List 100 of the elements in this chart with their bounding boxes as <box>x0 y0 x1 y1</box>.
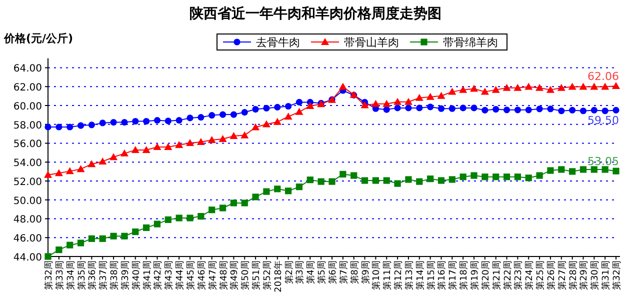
data-label: 53.05 <box>588 155 619 168</box>
point <box>547 167 554 174</box>
point <box>198 114 204 121</box>
point <box>482 174 488 180</box>
x-tick-label: 第4周 <box>306 260 317 284</box>
point <box>514 84 522 91</box>
x-tick-label: 第33周 <box>54 260 66 290</box>
point <box>448 176 456 183</box>
point <box>44 170 52 178</box>
point <box>394 98 402 105</box>
point <box>415 94 424 101</box>
point <box>405 104 412 112</box>
x-tick-label: 第12周 <box>393 260 404 290</box>
point <box>196 138 205 146</box>
point <box>230 200 237 206</box>
y-tick-label: 62.00 <box>13 82 42 94</box>
x-tick-label: 第35周 <box>76 260 88 290</box>
point <box>590 106 598 114</box>
point <box>110 232 117 240</box>
point <box>492 86 500 93</box>
point <box>306 176 314 184</box>
point <box>328 178 336 185</box>
y-tick-label: 58.00 <box>13 120 42 132</box>
point <box>66 124 74 130</box>
point <box>120 149 128 156</box>
x-tick-label: 第10周 <box>371 260 382 290</box>
point <box>580 166 587 173</box>
point <box>612 106 620 114</box>
point <box>230 111 237 118</box>
x-tick-label: 第40周 <box>130 260 142 290</box>
point <box>557 84 566 91</box>
point <box>546 86 554 93</box>
point <box>56 246 62 254</box>
x-tick-label: 第32周 <box>44 260 54 290</box>
point <box>525 174 532 182</box>
point <box>176 214 182 222</box>
x-tick-label: 第31周 <box>600 260 612 290</box>
point <box>438 105 445 112</box>
point <box>612 168 620 174</box>
point <box>121 118 128 126</box>
point <box>536 84 544 91</box>
point <box>480 88 489 95</box>
x-tick-label: 第6周 <box>328 260 338 284</box>
point <box>525 106 532 114</box>
y-tick-label: 54.00 <box>13 158 42 170</box>
point <box>470 104 478 112</box>
point <box>76 165 85 172</box>
point <box>66 242 74 248</box>
point <box>284 112 292 120</box>
x-tick-label: 第32周 <box>612 260 622 290</box>
point <box>88 160 96 168</box>
y-tick-label: 50.00 <box>13 196 42 207</box>
point <box>132 228 139 236</box>
point <box>601 82 610 90</box>
x-tick-label: 第48周 <box>218 260 230 290</box>
point <box>580 108 587 114</box>
x-tick-label: 第23周 <box>513 260 524 290</box>
x-tick-label: 第36周 <box>87 260 98 290</box>
point <box>427 104 434 110</box>
point <box>405 176 412 183</box>
point <box>492 106 500 113</box>
point <box>372 100 380 107</box>
x-tick-label: 第41周 <box>142 260 153 290</box>
x-tick-label: 第37周 <box>98 260 110 290</box>
point <box>361 177 368 184</box>
point <box>263 188 270 195</box>
x-tick-label: 第13周 <box>404 260 415 290</box>
x-tick-label: 第3周 <box>294 260 306 284</box>
x-tick-label: 第49周 <box>229 260 240 290</box>
point <box>241 200 248 206</box>
point <box>110 118 117 126</box>
point <box>437 92 446 99</box>
x-tick-label: 第34周 <box>65 260 76 290</box>
point <box>460 174 466 180</box>
point <box>394 104 401 112</box>
point <box>44 124 52 130</box>
point <box>176 117 182 124</box>
y-tick-label: 56.00 <box>13 139 42 150</box>
point <box>186 114 194 122</box>
point <box>153 143 162 150</box>
x-tick-label: 第44周 <box>174 260 186 290</box>
point <box>252 194 259 200</box>
legend-label: 去骨牛肉 <box>256 36 300 49</box>
point <box>252 106 259 113</box>
point <box>338 82 347 90</box>
x-tick-label: 第21周 <box>491 260 502 290</box>
point <box>219 204 226 212</box>
x-tick-label: 第42周 <box>152 260 164 290</box>
x-tick-label: 第20周 <box>480 260 492 290</box>
x-tick-label: 第15周 <box>426 260 437 290</box>
point <box>240 131 249 138</box>
point <box>372 177 379 184</box>
point <box>262 120 270 128</box>
x-tick-label: 第30周 <box>590 260 601 290</box>
point <box>416 178 423 185</box>
point <box>590 166 598 173</box>
point <box>360 101 369 108</box>
point <box>252 123 260 130</box>
point <box>208 112 216 119</box>
point <box>164 143 172 150</box>
